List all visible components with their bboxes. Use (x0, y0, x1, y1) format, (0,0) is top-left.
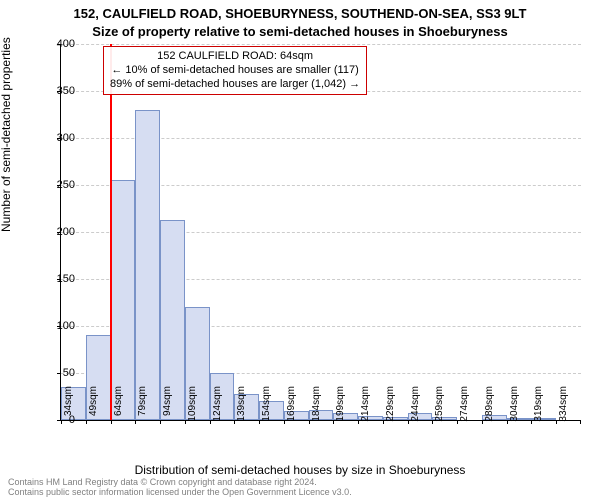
x-tick (482, 420, 483, 424)
x-tick (580, 420, 581, 424)
y-axis-label: Number of semi-detached properties (0, 37, 13, 232)
info-line-1: 152 CAULFIELD ROAD: 64sqm (110, 50, 360, 64)
x-tick-label: 154sqm (261, 386, 272, 426)
x-tick-label: 199sqm (335, 386, 346, 426)
x-tick (185, 420, 186, 424)
histogram-bar (135, 110, 160, 420)
y-tick-label: 200 (45, 226, 75, 238)
x-tick-label: 244sqm (410, 386, 421, 426)
x-tick (408, 420, 409, 424)
x-tick (160, 420, 161, 424)
x-tick-label: 109sqm (187, 386, 198, 426)
y-tick-label: 250 (45, 179, 75, 191)
x-tick-label: 229sqm (385, 386, 396, 426)
chart-container: 152, CAULFIELD ROAD, SHOEBURYNESS, SOUTH… (0, 0, 600, 500)
x-tick-label: 34sqm (63, 386, 74, 426)
x-tick-label: 124sqm (212, 386, 223, 426)
highlight-info-box: 152 CAULFIELD ROAD: 64sqm← 10% of semi-d… (103, 46, 367, 95)
x-tick-label: 259sqm (434, 386, 445, 426)
footer-line1: Contains HM Land Registry data © Crown c… (8, 477, 317, 487)
x-tick-label: 169sqm (286, 386, 297, 426)
y-tick-label: 150 (45, 273, 75, 285)
info-line-2: ← 10% of semi-detached houses are smalle… (110, 64, 360, 78)
y-tick-label: 50 (45, 367, 75, 379)
info-line-3: 89% of semi-detached houses are larger (… (110, 78, 360, 92)
x-tick (383, 420, 384, 424)
grid-line (61, 44, 581, 45)
y-tick-label: 350 (45, 85, 75, 97)
x-tick (284, 420, 285, 424)
x-tick-label: 184sqm (311, 386, 322, 426)
histogram-bar (111, 180, 136, 420)
footer-attribution: Contains HM Land Registry data © Crown c… (8, 478, 592, 498)
x-tick (210, 420, 211, 424)
y-tick-label: 400 (45, 38, 75, 50)
x-tick (86, 420, 87, 424)
x-tick-label: 274sqm (459, 386, 470, 426)
x-tick-label: 139sqm (236, 386, 247, 426)
x-tick-label: 214sqm (360, 386, 371, 426)
x-tick (111, 420, 112, 424)
x-tick (507, 420, 508, 424)
title-subtitle: Size of property relative to semi-detach… (0, 24, 600, 39)
x-tick (309, 420, 310, 424)
highlight-line (110, 44, 112, 420)
x-tick-label: 304sqm (509, 386, 520, 426)
footer-line2: Contains public sector information licen… (8, 487, 352, 497)
x-tick (259, 420, 260, 424)
title-address: 152, CAULFIELD ROAD, SHOEBURYNESS, SOUTH… (0, 6, 600, 21)
x-tick-label: 289sqm (484, 386, 495, 426)
plot-area: 152 CAULFIELD ROAD: 64sqm← 10% of semi-d… (60, 44, 581, 421)
x-tick-label: 334sqm (558, 386, 569, 426)
x-tick (358, 420, 359, 424)
y-tick-label: 100 (45, 320, 75, 332)
x-axis-label: Distribution of semi-detached houses by … (0, 463, 600, 477)
x-tick-label: 319sqm (533, 386, 544, 426)
y-tick-label: 300 (45, 132, 75, 144)
x-tick-label: 79sqm (137, 386, 148, 426)
x-tick-label: 94sqm (162, 386, 173, 426)
x-tick-label: 64sqm (113, 386, 124, 426)
x-tick-label: 49sqm (88, 386, 99, 426)
